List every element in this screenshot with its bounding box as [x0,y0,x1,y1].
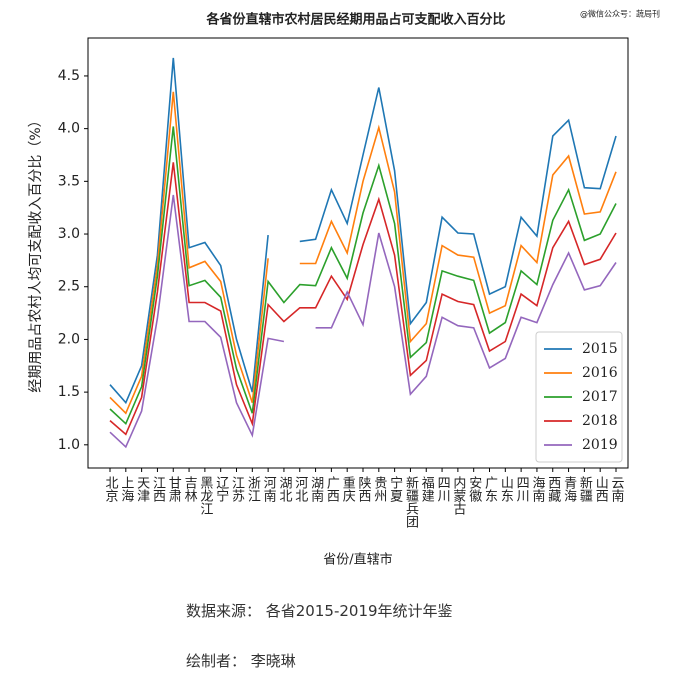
x-tick-label: 河北 [292,476,308,503]
x-tick-label: 西藏 [545,476,561,502]
x-tick-label: 陕西 [356,476,372,502]
y-tick-label: 2.5 [58,279,80,295]
x-tick-label: 四川 [435,476,451,502]
y-tick-label: 3.0 [58,226,80,242]
x-tick-label: 安徽 [466,476,482,502]
x-tick-label: 甘肃 [166,476,182,502]
plot-frame [87,37,629,469]
source-note: 数据来源： 各省2015-2019年统计年鉴 [186,602,453,620]
chart: @微信公众号：蔬局刊 各省份直辖市农村居民经期用品占可支配收入百分比 经期用品占… [28,9,660,568]
y-tick-label: 2.0 [58,331,80,347]
y-tick-label: 1.5 [58,384,80,400]
x-tick-label: 黑龙江 [197,476,213,515]
chart-title: 各省份直辖市农村居民经期用品占可支配收入百分比 [205,12,505,28]
x-tick-label: 山东 [498,476,514,502]
y-tick-label: 4.5 [58,68,80,84]
x-tick-label: 湖南 [308,476,324,502]
y-tick-label: 3.5 [58,173,80,189]
x-tick-label: 江苏 [229,476,245,502]
x-tick-label: 江西 [150,476,166,502]
series-line [109,126,617,426]
x-tick-label: 新疆兵团 [403,475,419,528]
x-tick-label: 浙江 [245,476,261,502]
x-tick-label: 云南 [609,476,625,502]
y-axis-label: 经期用品占农村人均可支配收入百分比（%） [28,113,44,392]
x-tick-label: 海南 [529,476,545,502]
y-tick-label: 1.0 [58,437,80,453]
legend-label: 2019 [582,437,618,453]
legend-label: 2018 [582,413,618,429]
x-tick-label: 广东 [482,476,498,502]
x-tick-label: 湖北 [276,476,292,503]
x-tick-label: 广西 [324,476,340,502]
x-tick-label: 北京 [103,476,119,502]
series-line [109,57,617,405]
x-tick-label: 天津 [134,476,150,502]
series-line [109,162,617,436]
watermark: @微信公众号：蔬局刊 [580,9,660,19]
x-tick-label: 重庆 [340,475,356,502]
legend-label: 2015 [582,341,618,357]
x-tick-label: 青海 [561,476,577,502]
x-axis-label: 省份/直辖市 [323,552,392,568]
series-line [109,194,617,449]
x-tick-label: 吉林 [182,476,198,502]
x-tick-label: 内蒙古 [450,475,466,515]
y-tick-label: 4.0 [58,121,80,137]
legend-label: 2016 [582,365,618,381]
x-tick-label: 贵州 [371,476,387,502]
x-tick-label: 四川 [514,476,530,502]
legend-label: 2017 [582,389,618,405]
author-note: 绘制者： 李晓琳 [186,652,296,670]
x-tick-label: 新疆 [577,475,593,502]
x-tick-label: 上海 [118,476,134,502]
series-line [109,91,617,415]
x-tick-label: 宁夏 [387,475,403,502]
x-tick-label: 福建 [419,476,435,503]
x-tick-label: 山西 [593,476,609,502]
x-tick-label: 辽宁 [213,476,229,502]
x-tick-label: 河南 [261,476,277,502]
legend-box [535,331,623,463]
